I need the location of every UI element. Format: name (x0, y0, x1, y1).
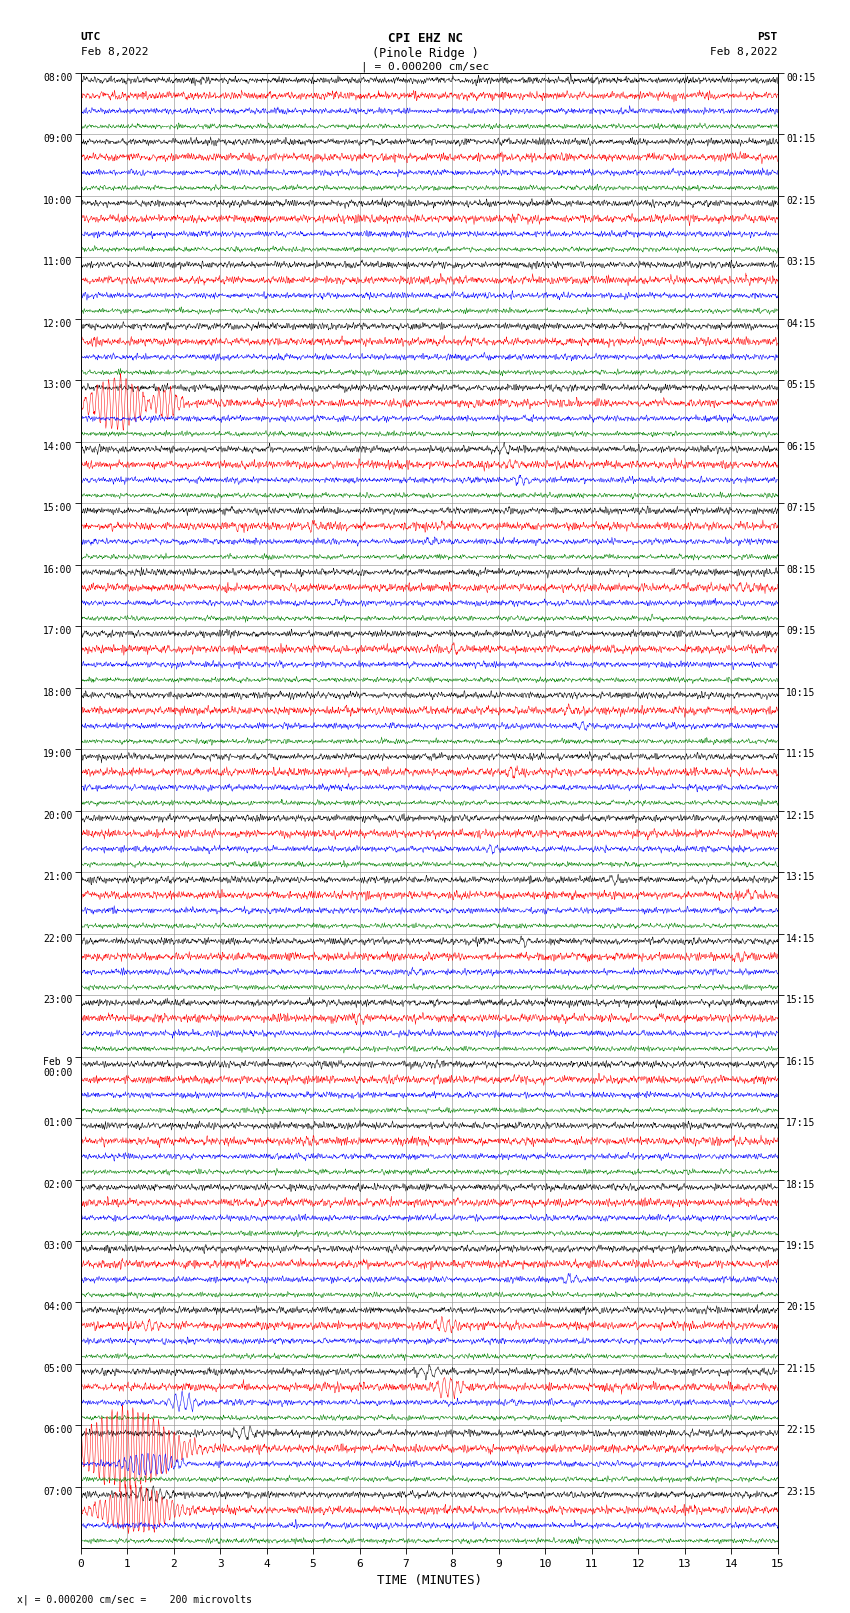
Text: CPI EHZ NC: CPI EHZ NC (388, 32, 462, 45)
Text: (Pinole Ridge ): (Pinole Ridge ) (371, 47, 479, 60)
Text: UTC: UTC (81, 32, 101, 42)
Text: x| = 0.000200 cm/sec =    200 microvolts: x| = 0.000200 cm/sec = 200 microvolts (17, 1594, 252, 1605)
Text: PST: PST (757, 32, 778, 42)
Text: Feb 8,2022: Feb 8,2022 (711, 47, 778, 56)
Text: Feb 8,2022: Feb 8,2022 (81, 47, 148, 56)
X-axis label: TIME (MINUTES): TIME (MINUTES) (377, 1574, 482, 1587)
Text: | = 0.000200 cm/sec: | = 0.000200 cm/sec (361, 61, 489, 73)
